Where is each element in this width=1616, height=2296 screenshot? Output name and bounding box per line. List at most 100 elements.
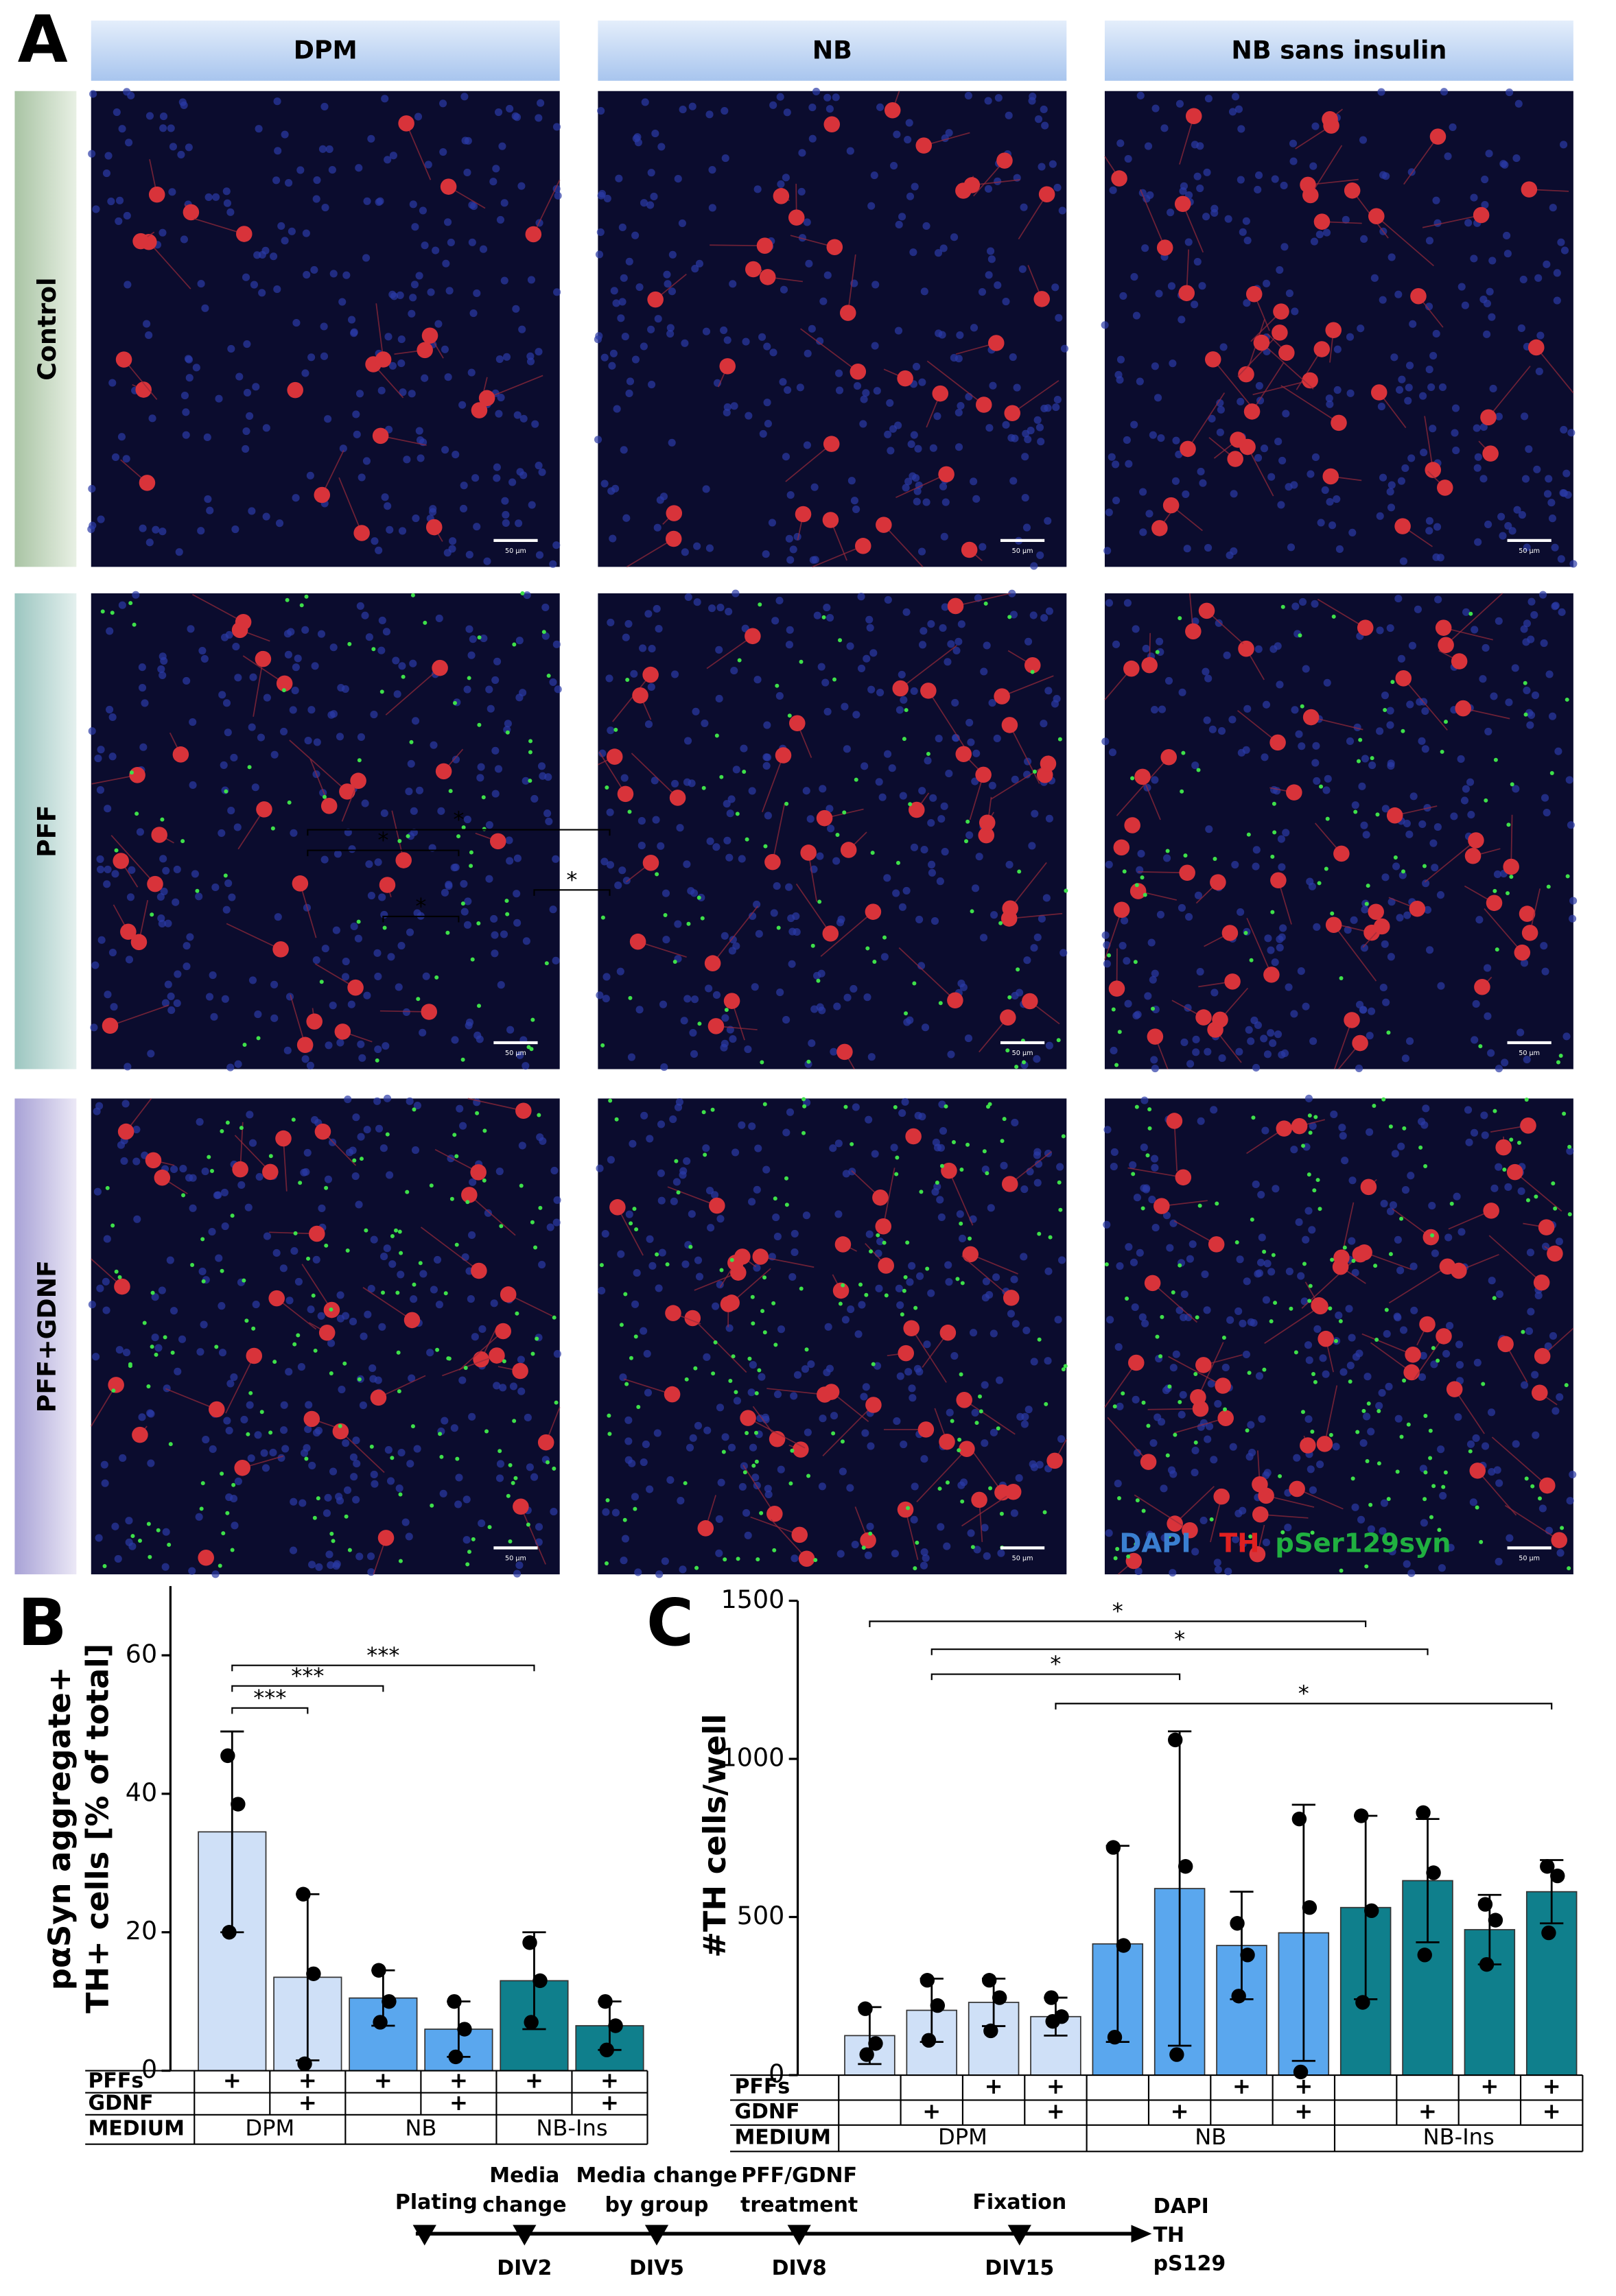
nucleus: [230, 753, 238, 762]
nucleus: [683, 778, 692, 786]
th-cell: [1128, 1354, 1145, 1371]
th-cell: [1551, 1532, 1567, 1548]
nucleus: [810, 1005, 819, 1013]
aggregate: [623, 1292, 628, 1297]
nucleus: [791, 1229, 799, 1238]
nucleus: [1216, 399, 1224, 407]
nucleus: [1103, 1220, 1111, 1229]
aggregate: [1506, 822, 1511, 827]
th-cell: [1210, 874, 1226, 890]
nucleus: [852, 505, 860, 513]
nucleus: [189, 718, 197, 726]
aggregate: [1057, 737, 1062, 742]
nucleus: [1191, 1468, 1199, 1477]
aggregate: [242, 1278, 246, 1283]
nucleus: [1499, 532, 1507, 540]
aggregate: [1193, 1440, 1198, 1445]
nucleus: [396, 291, 404, 299]
th-cell: [1273, 303, 1289, 320]
nucleus: [668, 438, 676, 447]
nucleus: [1522, 638, 1530, 646]
nucleus: [862, 1383, 870, 1391]
nucleus: [88, 150, 96, 158]
aggregate: [1312, 1188, 1317, 1193]
aggregate: [1213, 856, 1217, 861]
nucleus: [536, 1133, 544, 1141]
nucleus: [1285, 1267, 1293, 1275]
th-cell: [1311, 1297, 1327, 1314]
nucleus: [653, 604, 661, 613]
nucleus: [357, 733, 366, 742]
nucleus: [311, 662, 319, 670]
nucleus: [409, 659, 417, 667]
nucleus: [1396, 1266, 1405, 1275]
timeline-marker: [787, 2225, 811, 2246]
neurite: [1001, 675, 1054, 697]
y-axis-label: #TH cells/well: [696, 1714, 733, 1957]
th-cell: [1243, 403, 1261, 420]
aggregate: [448, 789, 453, 794]
nucleus: [988, 781, 996, 790]
nucleus: [1235, 1048, 1243, 1056]
nucleus: [1009, 353, 1017, 362]
nucleus: [1011, 991, 1019, 1000]
nucleus: [1101, 931, 1110, 939]
aggregate: [430, 1503, 434, 1508]
nucleus: [1333, 495, 1341, 504]
aggregate: [487, 1525, 492, 1530]
nucleus: [1474, 453, 1482, 461]
nucleus: [442, 259, 450, 268]
nucleus: [1011, 775, 1019, 783]
nucleus: [1444, 152, 1452, 161]
data-point: [1044, 1990, 1059, 2005]
nucleus: [1180, 1038, 1188, 1046]
nucleus: [1060, 344, 1069, 353]
neurite: [692, 1317, 747, 1373]
nucleus: [927, 1289, 935, 1297]
nucleus: [943, 1542, 951, 1550]
table-group: NB-Ins: [1423, 2124, 1495, 2150]
nucleus: [715, 646, 723, 654]
th-cell: [255, 650, 272, 667]
nucleus: [819, 1415, 827, 1423]
aggregate: [398, 1492, 403, 1497]
nucleus: [810, 483, 819, 491]
nucleus: [352, 410, 360, 418]
aggregate: [1134, 1542, 1138, 1547]
nucleus: [1535, 367, 1543, 375]
th-cell: [860, 1532, 876, 1549]
nucleus: [922, 1554, 930, 1562]
aggregate: [1307, 1299, 1312, 1303]
aggregate: [114, 1269, 119, 1274]
nucleus: [88, 1301, 96, 1309]
data-point: [1479, 1956, 1495, 1972]
aggregate: [1307, 1113, 1312, 1118]
nucleus: [1247, 1037, 1255, 1045]
nucleus: [538, 1260, 546, 1269]
nucleus: [1403, 911, 1412, 919]
nucleus: [1123, 599, 1132, 607]
th-cell: [1409, 901, 1426, 917]
th-cell: [915, 137, 933, 154]
nucleus: [1162, 1386, 1171, 1395]
nucleus: [867, 1442, 875, 1450]
nucleus: [1557, 238, 1565, 246]
th-cell: [1483, 1203, 1499, 1219]
th-cell: [1547, 1245, 1563, 1262]
nucleus: [89, 521, 97, 530]
nucleus: [455, 1474, 463, 1482]
nucleus: [1506, 88, 1514, 97]
nucleus: [786, 556, 795, 564]
aggregate: [220, 1129, 224, 1133]
nucleus: [1239, 1540, 1247, 1548]
nucleus: [1029, 1460, 1037, 1468]
aggregate: [200, 1237, 205, 1242]
nucleus: [1237, 176, 1245, 184]
aggregate: [960, 1499, 965, 1504]
aggregate: [1443, 1470, 1448, 1475]
nucleus: [541, 632, 550, 640]
nucleus: [1309, 1486, 1318, 1494]
nucleus: [493, 1382, 501, 1390]
th-cell: [1033, 291, 1051, 307]
nucleus: [871, 1150, 879, 1158]
